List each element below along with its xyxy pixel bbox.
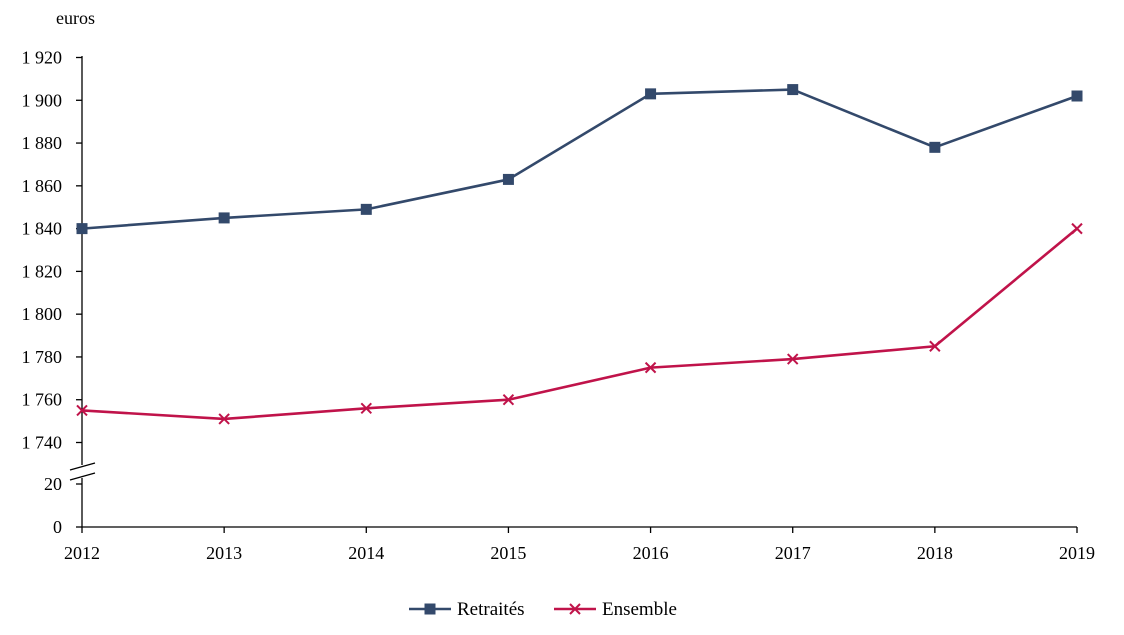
legend: Retraités Ensemble <box>409 599 677 620</box>
x-tick-label: 2015 <box>490 543 526 563</box>
data-point-square <box>360 203 372 215</box>
y-tick-label: 20 <box>44 474 62 494</box>
y-tick-label: 0 <box>53 517 62 537</box>
data-point-square <box>502 173 514 185</box>
chart-axes <box>69 56 1077 528</box>
series-line <box>81 227 1078 421</box>
x-tick-label: 2012 <box>64 543 100 563</box>
x-ticks: 2012 2013 2014 2015 2016 2017 2018 2019 <box>64 527 1095 563</box>
data-point-x <box>569 603 581 615</box>
data-point-square <box>645 88 657 100</box>
y-tick-label: 1 760 <box>22 390 63 410</box>
x-tick-label: 2016 <box>633 543 669 563</box>
data-point-x <box>502 394 515 406</box>
data-point-x <box>360 402 372 414</box>
y-unit-label: euros <box>56 8 95 28</box>
legend-item: Ensemble <box>554 599 677 620</box>
legend-label: Ensemble <box>602 599 677 620</box>
data-point-square <box>929 141 941 153</box>
y-tick-label: 1 880 <box>22 133 63 153</box>
data-point-x <box>644 361 657 374</box>
x-tick-label: 2014 <box>348 543 384 563</box>
series-line <box>81 88 1078 230</box>
data-point-x <box>218 413 230 425</box>
series-retraites <box>76 84 1083 235</box>
y-tick-label: 1 920 <box>22 48 63 68</box>
y-tick-label: 1 840 <box>22 219 63 239</box>
series-ensemble <box>76 222 1083 425</box>
series-layer <box>76 84 1083 425</box>
y-tick-label: 1 780 <box>22 347 63 367</box>
y-tick-label: 1 800 <box>22 304 63 324</box>
y-tick-label: 1 820 <box>22 261 63 281</box>
data-point-x <box>787 353 799 365</box>
data-point-x <box>76 404 88 417</box>
y-tick-label: 1 860 <box>22 176 63 196</box>
x-tick-label: 2013 <box>206 543 242 563</box>
x-tick-label: 2018 <box>917 543 953 563</box>
data-point-square <box>76 223 88 235</box>
data-point-square <box>787 84 799 96</box>
x-tick-label: 2017 <box>775 543 811 563</box>
axis-break-mark-top <box>69 462 96 471</box>
data-point-square <box>1071 90 1083 102</box>
legend-item: Retraités <box>409 599 525 620</box>
data-point-x <box>929 340 941 352</box>
axis-break-mark-bottom <box>69 472 96 481</box>
data-point-x <box>1071 222 1083 235</box>
x-tick-label: 2019 <box>1059 543 1095 563</box>
y-tick-label: 1 900 <box>22 90 63 110</box>
data-point-square <box>424 603 436 615</box>
legend-label: Retraités <box>457 599 525 620</box>
data-point-square <box>218 212 230 224</box>
y-tick-label: 1 740 <box>22 433 63 453</box>
y-ticks: 1 740 1 760 1 780 1 800 1 820 1 840 1 860 1 880… <box>22 48 82 537</box>
